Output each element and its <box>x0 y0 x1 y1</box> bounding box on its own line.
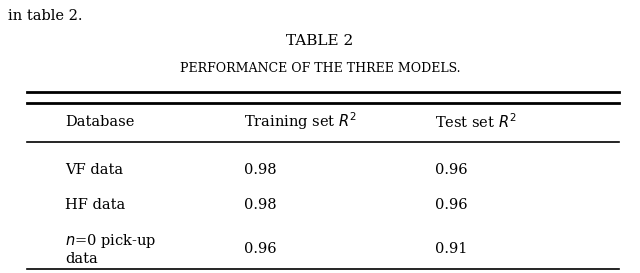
Text: $n$=0 pick-up
data: $n$=0 pick-up data <box>65 232 157 266</box>
Text: VF data: VF data <box>65 163 124 177</box>
Text: PERFORMANCE OF THE THREE MODELS.: PERFORMANCE OF THE THREE MODELS. <box>180 62 460 75</box>
Text: 0.98: 0.98 <box>244 198 276 212</box>
Text: in table 2.: in table 2. <box>8 10 83 23</box>
Text: 0.96: 0.96 <box>244 242 276 256</box>
Text: Database: Database <box>65 115 134 129</box>
Text: HF data: HF data <box>65 198 125 212</box>
Text: 0.91: 0.91 <box>435 242 467 256</box>
Text: TABLE 2: TABLE 2 <box>286 34 354 48</box>
Text: 0.98: 0.98 <box>244 163 276 177</box>
Text: Test set $R^2$: Test set $R^2$ <box>435 112 516 131</box>
Text: Training set $R^2$: Training set $R^2$ <box>244 111 356 132</box>
Text: 0.96: 0.96 <box>435 198 467 212</box>
Text: 0.96: 0.96 <box>435 163 467 177</box>
